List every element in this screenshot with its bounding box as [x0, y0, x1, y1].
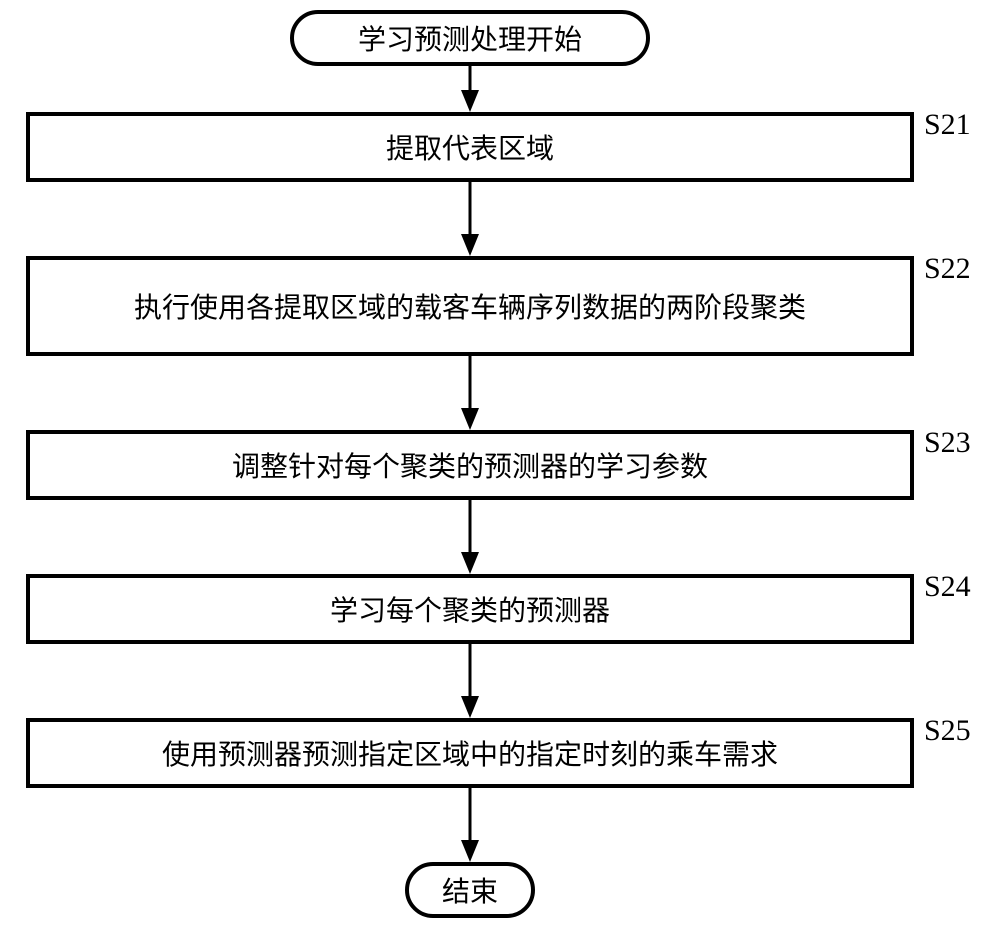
step-s21-id: S21: [924, 108, 971, 142]
step-s21: 提取代表区域: [26, 112, 914, 182]
step-s24: 学习每个聚类的预测器: [26, 574, 914, 644]
step-s25: 使用预测器预测指定区域中的指定时刻的乘车需求: [26, 718, 914, 788]
step-s24-text: 学习每个聚类的预测器: [330, 589, 610, 629]
step-s23-id: S23: [924, 426, 971, 460]
step-s22-id: S22: [924, 252, 971, 286]
terminal-start: 学习预测处理开始: [290, 10, 650, 66]
step-s23-text: 调整针对每个聚类的预测器的学习参数: [232, 445, 708, 485]
step-s25-text: 使用预测器预测指定区域中的指定时刻的乘车需求: [162, 733, 778, 773]
step-s22: 执行使用各提取区域的载客车辆序列数据的两阶段聚类: [26, 256, 914, 356]
terminal-end-label: 结束: [442, 870, 498, 910]
step-s21-text: 提取代表区域: [386, 127, 554, 167]
flowchart-canvas: 学习预测处理开始 提取代表区域 S21 执行使用各提取区域的载客车辆序列数据的两…: [0, 0, 1000, 928]
step-s25-id: S25: [924, 714, 971, 748]
step-s24-id: S24: [924, 570, 971, 604]
step-s22-text: 执行使用各提取区域的载客车辆序列数据的两阶段聚类: [134, 286, 806, 326]
terminal-start-label: 学习预测处理开始: [358, 18, 582, 58]
terminal-end: 结束: [405, 862, 535, 918]
step-s23: 调整针对每个聚类的预测器的学习参数: [26, 430, 914, 500]
